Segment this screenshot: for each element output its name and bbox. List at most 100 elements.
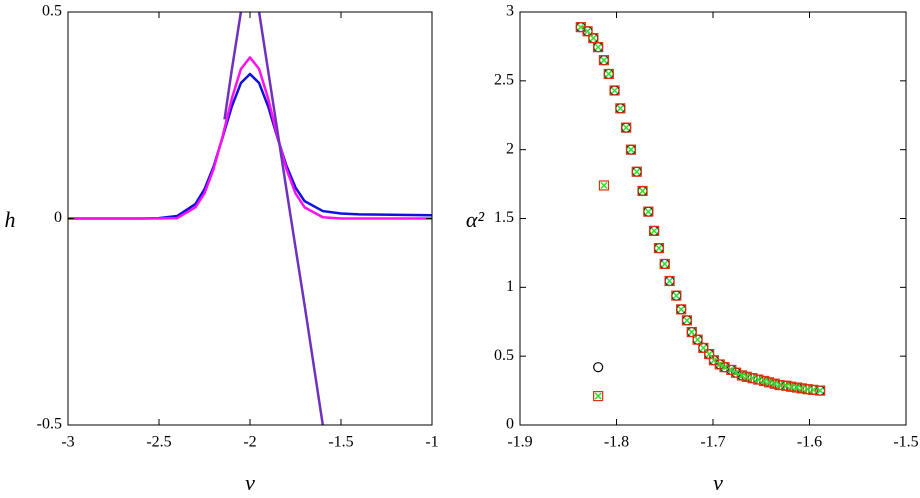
point (611, 86, 619, 95)
y-axis-label: α² (466, 207, 485, 232)
point (694, 336, 702, 344)
point (787, 383, 795, 391)
point (594, 43, 602, 51)
point (688, 328, 696, 336)
x-tick-label: -2 (243, 434, 256, 451)
point (659, 258, 670, 270)
point (749, 374, 757, 382)
point (698, 342, 709, 354)
plot-area (575, 22, 826, 402)
point (605, 70, 613, 78)
point (699, 344, 707, 352)
point (631, 166, 642, 177)
point (589, 34, 597, 42)
point (649, 225, 660, 236)
point (760, 377, 768, 385)
point (625, 144, 637, 155)
point (776, 381, 784, 389)
point (671, 290, 682, 301)
line-series (223, 12, 325, 425)
point (639, 187, 647, 195)
y-tick-label: 2.5 (494, 72, 514, 89)
point (804, 385, 812, 393)
x-axis-label: v (713, 470, 723, 495)
y-tick-label: 0.5 (42, 3, 62, 20)
axes-frame (519, 11, 907, 426)
point (593, 390, 604, 402)
point (765, 378, 773, 386)
y-tick-label: 0 (506, 416, 514, 433)
point (666, 277, 674, 285)
line-series (68, 72, 432, 220)
point (716, 360, 724, 368)
point (809, 386, 817, 394)
point (653, 242, 665, 254)
point (637, 185, 648, 197)
point (622, 124, 630, 132)
point (815, 385, 826, 396)
x-tick-label: -1.5 (893, 434, 918, 451)
point (705, 350, 713, 358)
point (676, 304, 687, 315)
point (771, 380, 779, 388)
y-tick-label: 3 (506, 3, 514, 20)
point (621, 122, 632, 133)
point (661, 260, 669, 268)
point (692, 334, 703, 345)
point (672, 292, 680, 300)
point (633, 168, 641, 176)
y-tick-label: -0.5 (37, 416, 62, 433)
point (655, 244, 663, 252)
point (816, 387, 824, 395)
point (598, 180, 610, 191)
point (664, 275, 675, 287)
point (743, 373, 751, 381)
point (650, 227, 658, 235)
point (593, 42, 604, 53)
point (721, 363, 729, 371)
point (593, 362, 604, 373)
x-tick-label: -3 (61, 434, 74, 451)
y-tick-label: 0 (54, 209, 62, 226)
point (683, 316, 691, 324)
point (731, 367, 742, 378)
point (627, 146, 635, 154)
x-tick-label: -1.9 (507, 434, 532, 451)
x-tick-label: -1.6 (797, 434, 822, 451)
x-tick-label: -1 (425, 434, 438, 451)
point (577, 23, 585, 31)
line-series (68, 56, 432, 220)
point (600, 56, 608, 64)
point (643, 206, 654, 217)
point (584, 27, 592, 35)
x-tick-label: -1.7 (700, 434, 725, 451)
point (677, 305, 685, 313)
point (616, 104, 624, 112)
x-tick-label: -2.5 (146, 434, 171, 451)
point (798, 384, 806, 392)
point (594, 392, 602, 400)
y-tick-label: 0.5 (494, 347, 514, 364)
point (603, 68, 614, 80)
point (686, 326, 697, 338)
point (732, 369, 740, 377)
point (615, 103, 626, 114)
point (644, 208, 652, 216)
y-tick-label: 1.5 (494, 209, 514, 226)
point (738, 371, 746, 379)
y-tick-label: 1 (506, 278, 514, 295)
plot-area (68, 12, 432, 425)
point (582, 26, 593, 37)
y-axis-label: h (5, 207, 16, 232)
point (727, 366, 735, 374)
point (681, 315, 693, 326)
point (600, 181, 608, 189)
point (609, 85, 620, 96)
x-tick-label: -1.5 (328, 434, 353, 451)
point (710, 356, 718, 364)
y-tick-label: 2 (506, 140, 514, 157)
point (598, 55, 610, 66)
x-tick-label: -1.8 (604, 434, 629, 451)
point (754, 376, 762, 384)
